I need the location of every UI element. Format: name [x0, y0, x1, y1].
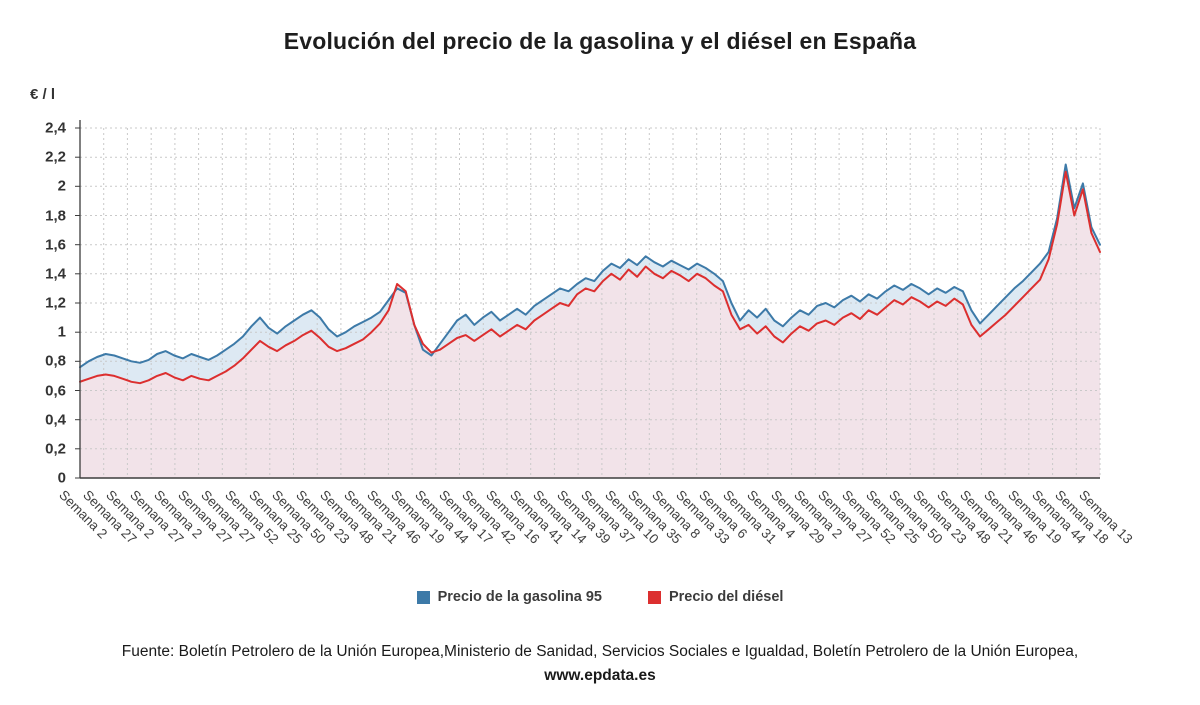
legend-item-gasolina: Precio de la gasolina 95	[416, 589, 602, 605]
gasolina-line	[79, 163, 1101, 369]
y-axis-label: 1,4	[45, 265, 66, 283]
diesel-swatch-icon	[647, 590, 661, 604]
y-axis-label: 0,8	[45, 352, 66, 370]
y-axis-label: 2,4	[45, 119, 66, 137]
diesel-area	[80, 171, 1100, 478]
y-axis-label: 1	[57, 323, 66, 341]
y-axis-label: 2	[57, 177, 66, 195]
y-axis-label: 1,8	[45, 207, 66, 224]
y-axis-label: 0	[57, 469, 66, 487]
gasolina-swatch-icon	[416, 590, 430, 604]
y-axis-unit-label: € / l	[30, 86, 56, 103]
source-link: www.epdata.es	[544, 667, 656, 685]
y-axis-label: 0,6	[45, 382, 66, 399]
legend-label-gasolina: Precio de la gasolina 95	[437, 589, 602, 605]
y-axis-label: 0,2	[45, 440, 66, 458]
chart-legend: Precio de la gasolina 95 Precio del diés…	[0, 589, 1200, 605]
diesel-line	[79, 170, 1101, 385]
legend-item-diesel: Precio del diésel	[647, 589, 784, 605]
source-attribution: Fuente: Boletín Petrolero de la Unión Eu…	[121, 642, 1079, 660]
page-title: Evolución del precio de la gasolina y el…	[283, 28, 917, 54]
source-text: Fuente: Boletín Petrolero de la Unión Eu…	[70, 640, 1130, 690]
legend-label-diesel: Precio del diésel	[668, 589, 784, 605]
y-axis-label: 0,4	[45, 411, 66, 429]
y-axis-label: 1,6	[45, 236, 66, 254]
y-axis-label: 2,2	[45, 148, 66, 166]
y-axis-label: 1,2	[45, 294, 66, 312]
